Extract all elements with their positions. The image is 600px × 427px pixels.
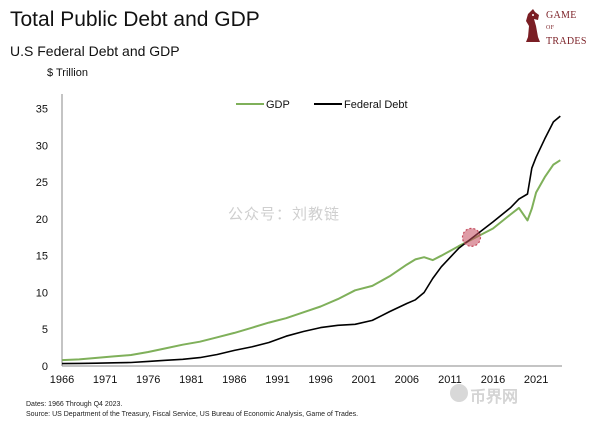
x-tick-label: 1996: [308, 374, 332, 386]
x-tick-label: 1981: [179, 374, 203, 386]
legend-label-gdp: GDP: [266, 99, 290, 111]
y-tick-label: 5: [42, 324, 48, 336]
brand-line-3: TRADES: [546, 36, 587, 47]
y-axis-unit-label: $ Trillion: [47, 67, 88, 79]
x-tick-label: 2001: [351, 374, 375, 386]
site-watermark-icon: [450, 384, 468, 402]
y-axis: 0 5 10 15 20 25 30 35: [36, 104, 48, 373]
x-axis: 1966 1971 1976 1981 1986 1991 1996 2001 2006 2011…: [50, 374, 549, 386]
knight-chess-icon: [526, 9, 540, 42]
chart-title: Total Public Debt and GDP: [10, 8, 260, 31]
y-tick-label: 20: [36, 214, 48, 226]
y-tick-label: 30: [36, 140, 48, 152]
series-line-gdp: [61, 159, 561, 362]
brand-line-1: GAME: [546, 10, 577, 21]
y-tick-label: 35: [36, 104, 48, 116]
x-tick-label: 2006: [395, 374, 419, 386]
brand-logo: GAME OF TRADES: [522, 6, 594, 47]
x-tick-label: 2011: [438, 374, 462, 386]
x-tick-label: 2021: [524, 374, 548, 386]
x-tick-label: 1991: [265, 374, 289, 386]
legend-label-federal-debt: Federal Debt: [344, 99, 408, 111]
series-lines: [61, 115, 561, 365]
footnote-source: Source: US Department of the Treasury, F…: [26, 411, 359, 418]
chart-subtitle: U.S Federal Debt and GDP: [10, 43, 180, 59]
footnote-dates: Dates: 1966 Through Q4 2023.: [26, 401, 123, 408]
series-line-federal-debt: [61, 115, 561, 365]
y-tick-label: 0: [42, 361, 48, 373]
brand-wordmark: GAME OF TRADES: [546, 9, 587, 48]
y-tick-label: 25: [36, 177, 48, 189]
crossover-highlight-marker: [461, 227, 482, 247]
watermark-text: 公众号：刘教链: [228, 206, 341, 223]
x-tick-label: 2016: [481, 374, 505, 386]
x-tick-label: 1976: [136, 374, 160, 386]
x-tick-label: 1966: [50, 374, 74, 386]
site-watermark-text: 币界网: [470, 389, 519, 406]
brand-line-2: OF: [546, 25, 555, 31]
x-tick-label: 1986: [222, 374, 246, 386]
y-tick-label: 15: [36, 251, 48, 263]
x-tick-label: 1971: [93, 374, 117, 386]
legend: GDP Federal Debt: [236, 99, 408, 111]
y-tick-label: 10: [36, 287, 48, 299]
